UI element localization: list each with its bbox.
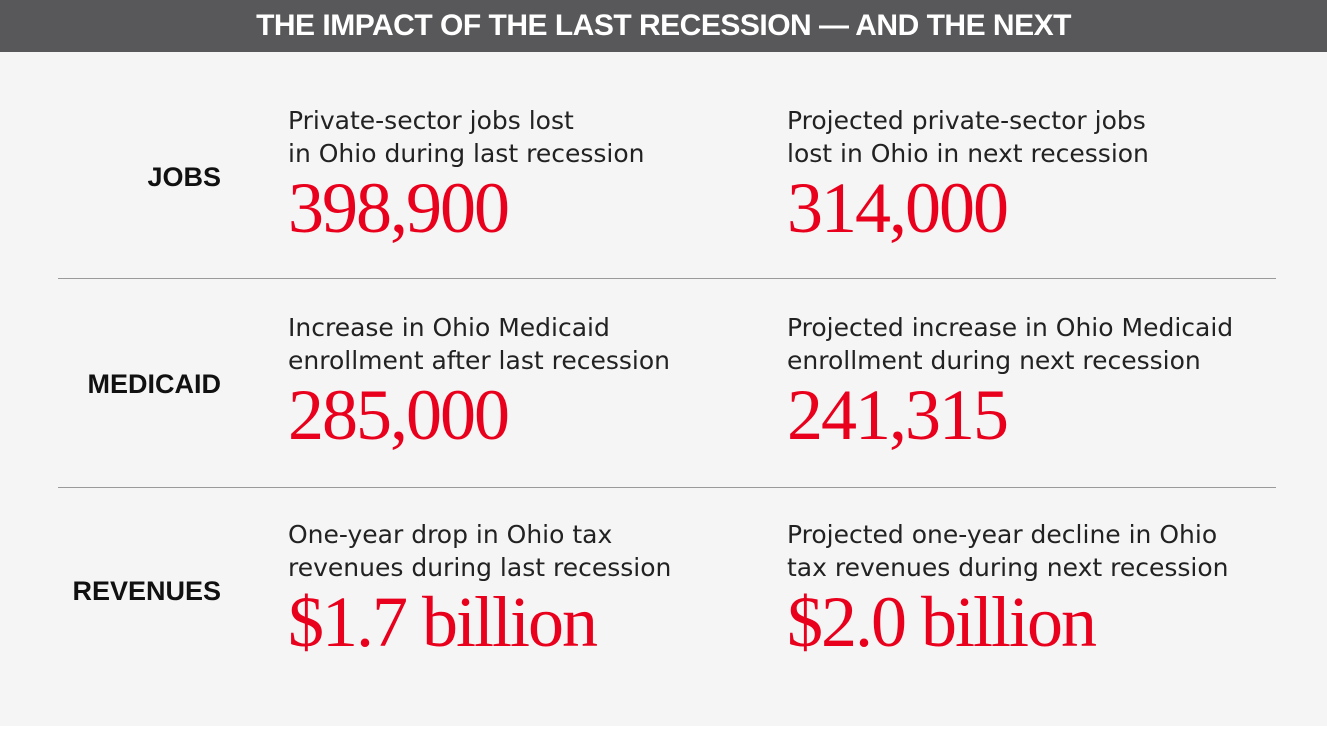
description-line: Projected private-sector jobs xyxy=(787,106,1146,135)
row-label-revenues: REVENUES xyxy=(72,576,221,606)
description-line: in Ohio during last recession xyxy=(288,139,645,168)
cell-jobs-next: Projected private-sector jobs lost in Oh… xyxy=(787,104,1149,244)
cell-medicaid-next: Projected increase in Ohio Medicaid enro… xyxy=(787,311,1233,451)
description-line: Private-sector jobs lost xyxy=(288,106,574,135)
row-label-medicaid: MEDICAID xyxy=(87,369,222,399)
stat-value: 241,315 xyxy=(787,375,1009,455)
description-line: Increase in Ohio Medicaid xyxy=(288,313,610,342)
description-line: tax revenues during next recession xyxy=(787,553,1229,582)
description-line: enrollment during next recession xyxy=(787,346,1201,375)
cell-jobs-last: Private-sector jobs lost in Ohio during … xyxy=(288,104,644,244)
cell-description: Projected one-year decline in Ohio tax r… xyxy=(787,518,1229,584)
cell-description: Projected private-sector jobs lost in Oh… xyxy=(787,104,1149,170)
cell-revenues-next: Projected one-year decline in Ohio tax r… xyxy=(787,518,1229,658)
stat-value: 285,000 xyxy=(288,375,510,455)
description-line: Projected increase in Ohio Medicaid xyxy=(787,313,1234,342)
infographic-title: THE IMPACT OF THE LAST RECESSION — AND T… xyxy=(0,0,1327,52)
row-label-jobs: JOBS xyxy=(147,162,221,192)
stat-value: 398,900 xyxy=(288,168,510,248)
description-line: One-year drop in Ohio tax xyxy=(288,520,613,549)
description-line: enrollment after last recession xyxy=(288,346,670,375)
stat-value: $2.0 billion xyxy=(787,582,1097,662)
description-line: Projected one-year decline in Ohio xyxy=(787,520,1218,549)
cell-description: Projected increase in Ohio Medicaid enro… xyxy=(787,311,1233,377)
cell-description: Private-sector jobs lost in Ohio during … xyxy=(288,104,644,170)
row-divider xyxy=(58,278,1276,279)
cell-revenues-last: One-year drop in Ohio tax revenues durin… xyxy=(288,518,671,658)
cell-medicaid-last: Increase in Ohio Medicaid enrollment aft… xyxy=(288,311,670,451)
cell-description: One-year drop in Ohio tax revenues durin… xyxy=(288,518,671,584)
row-divider xyxy=(58,487,1276,488)
cell-description: Increase in Ohio Medicaid enrollment aft… xyxy=(288,311,670,377)
stat-value: 314,000 xyxy=(787,168,1009,248)
description-line: lost in Ohio in next recession xyxy=(787,139,1149,168)
stat-value: $1.7 billion xyxy=(288,582,598,662)
description-line: revenues during last recession xyxy=(288,553,672,582)
